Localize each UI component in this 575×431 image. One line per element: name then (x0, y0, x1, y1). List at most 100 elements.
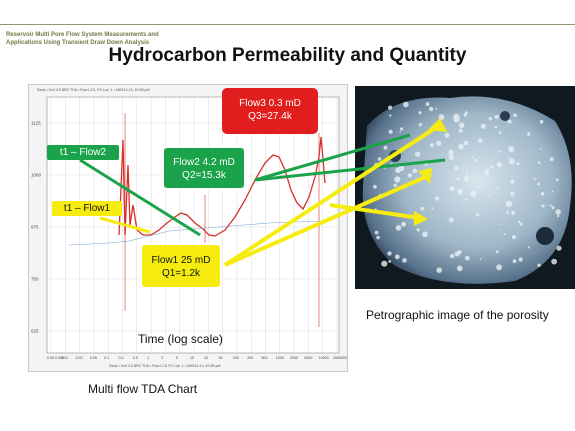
grain (388, 129, 393, 134)
grain (435, 107, 438, 110)
grain (431, 207, 434, 210)
x-tick-label: 100 (233, 356, 239, 360)
grain (444, 132, 450, 138)
grain (508, 146, 515, 153)
grain (476, 213, 480, 217)
grain (453, 113, 460, 120)
grain (527, 132, 531, 136)
grain (496, 186, 499, 189)
grain (519, 222, 523, 226)
grain (498, 131, 502, 134)
chart-bottom-strip: Dead • Sort CS BRC TDA • Flow LCS FG Loe… (109, 364, 220, 368)
grain (496, 264, 502, 271)
x-tick-label: 2 (161, 356, 163, 360)
grain (457, 188, 463, 195)
slide-title: Hydrocarbon Permeability and Quantity (108, 45, 467, 66)
grain (394, 176, 401, 183)
grain (483, 169, 490, 175)
flow3-quantity: Q3=27.4k (248, 111, 292, 122)
x-tick-label: 50 (219, 356, 223, 360)
grain (533, 178, 536, 180)
grain (465, 174, 469, 177)
x-tick-label: 5 (176, 356, 178, 360)
grain (527, 246, 530, 249)
pressure-curve (68, 220, 325, 246)
grain (505, 200, 512, 208)
photo-caption: Petrographic image of the porosity (366, 308, 549, 322)
grain (508, 158, 515, 165)
grain (537, 182, 540, 186)
grain (393, 183, 397, 188)
grain (402, 258, 407, 263)
grain (381, 260, 388, 267)
grain (401, 221, 407, 227)
grain (418, 111, 422, 115)
grain (495, 250, 499, 254)
x-tick-label: 0.05 (90, 356, 97, 360)
grain (463, 113, 467, 117)
grain (383, 145, 388, 150)
grain (388, 260, 392, 263)
x-tick-label: 500 (262, 356, 268, 360)
grain (459, 122, 465, 128)
grain (555, 178, 559, 182)
grain (487, 195, 490, 197)
x-tick-label: 0.1 (104, 356, 109, 360)
y-tick-label: 875 (31, 225, 39, 230)
flow2-permeability: Flow2 4.2 mD (173, 157, 235, 168)
grain (475, 159, 478, 162)
grain (373, 184, 377, 189)
grain (549, 157, 554, 162)
grain (398, 165, 405, 172)
grain (400, 127, 404, 131)
y-tick-label: 1125 (31, 121, 41, 126)
presentation-header: Reservoir Multi Pore Flow System Measure… (6, 31, 159, 47)
flow1-callout: Flow1 25 mD Q1=1.2k (140, 243, 222, 289)
grain (430, 143, 435, 148)
grain (511, 235, 516, 239)
grain (454, 166, 459, 171)
grain (448, 154, 455, 160)
grain (510, 179, 515, 184)
grain (516, 162, 520, 166)
grain (537, 161, 541, 164)
derivative-curve (118, 136, 326, 237)
grain (470, 190, 477, 197)
grain (551, 190, 554, 193)
grain (500, 223, 502, 225)
grain (454, 251, 460, 257)
x-tick-label: 1000 (276, 356, 284, 360)
grain (510, 191, 515, 196)
grain (464, 255, 470, 261)
grain (388, 105, 393, 110)
flow3-callout: Flow3 0.3 mD Q3=27.4k (222, 88, 318, 134)
chart-top-strip: Dead • Sort CS BRC TDA • Flow LCS, FG Lo… (37, 88, 149, 92)
x-tick-label: 1 (147, 356, 149, 360)
grain (415, 169, 418, 172)
t1-flow1-text: t1 – Flow1 (63, 203, 111, 214)
grain (539, 148, 542, 150)
plot-area (46, 96, 340, 354)
x-tick-label: 0.02 (76, 356, 83, 360)
grain (463, 140, 469, 146)
grain (414, 151, 421, 157)
grain (511, 210, 516, 215)
grain (436, 140, 442, 146)
x-tick-label: 20000000 (333, 356, 347, 360)
grain (508, 157, 510, 160)
x-tick-label: 5000 (304, 356, 312, 360)
grain (486, 168, 489, 171)
grain (389, 114, 392, 117)
grain (477, 185, 480, 188)
grain (418, 123, 422, 127)
grain (555, 209, 561, 215)
grain (420, 206, 425, 211)
grain (403, 101, 409, 108)
grain (478, 138, 483, 143)
chart-x-axis-label: Time (log scale) (138, 332, 223, 346)
flow3-permeability: Flow3 0.3 mD (239, 98, 301, 109)
grain (407, 173, 413, 178)
grain (449, 186, 455, 192)
grain (488, 116, 493, 121)
grain (376, 235, 380, 240)
